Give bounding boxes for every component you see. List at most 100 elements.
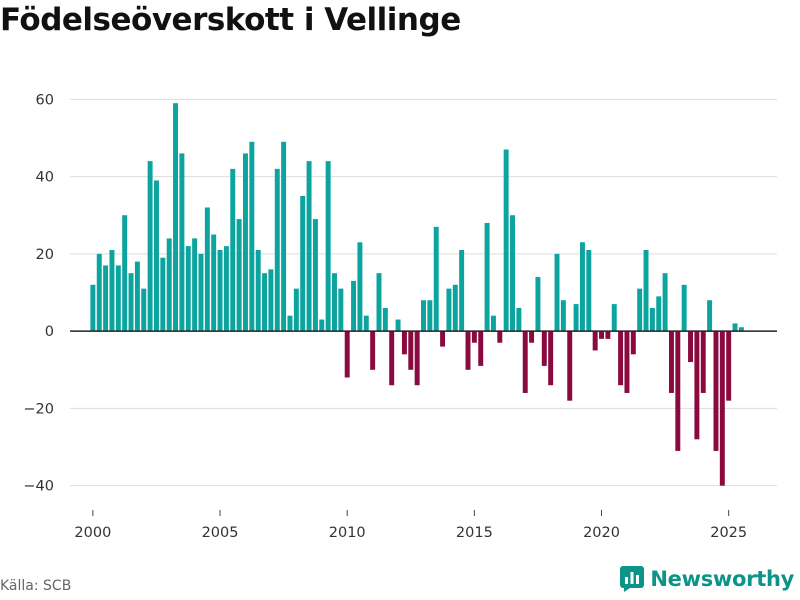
bar: [599, 331, 605, 339]
bar: [503, 149, 509, 332]
bar: [452, 284, 458, 332]
bar: [681, 284, 687, 332]
bar: [611, 304, 617, 332]
bar: [408, 331, 414, 370]
bar: [230, 168, 236, 332]
bar: [122, 215, 128, 332]
bar: [675, 331, 681, 451]
bar: [370, 331, 376, 370]
x-axis-ticks: 2000 2005 2010 2015 2020 2025: [74, 510, 747, 541]
bar: [548, 331, 554, 386]
x-tick-label: 2020: [583, 525, 620, 541]
bar: [694, 331, 700, 440]
bar: [395, 319, 401, 332]
bar: [90, 284, 96, 332]
bar: [535, 277, 541, 332]
bar: [281, 141, 287, 332]
bar: [630, 331, 636, 355]
bar: [440, 331, 446, 347]
bar: [401, 331, 407, 355]
bar: [242, 153, 248, 332]
bar: [141, 288, 147, 332]
bar: [217, 250, 223, 332]
bar: [332, 273, 337, 332]
bar: [166, 238, 172, 332]
bar: [223, 246, 229, 332]
bar: [649, 307, 655, 332]
bar: [147, 161, 153, 332]
bar: [567, 331, 573, 401]
bar: [173, 103, 179, 332]
bar: [179, 153, 185, 332]
bar: [560, 300, 566, 332]
bar: [497, 331, 503, 343]
bar: [624, 331, 630, 393]
bar: [427, 300, 433, 332]
bar: [274, 168, 280, 332]
x-tick-label: 2005: [202, 525, 239, 541]
brand-logo[interactable]: Newsworthy: [620, 566, 794, 592]
bar: [103, 265, 109, 332]
bar: [325, 161, 331, 332]
bar: [376, 273, 382, 332]
bar: [382, 307, 388, 332]
bar: [96, 253, 102, 332]
bar: [357, 242, 363, 332]
bar: [319, 319, 325, 332]
bar: [300, 195, 306, 332]
y-axis-ticks: −40 −20 0 20 40 60: [23, 92, 54, 494]
y-tick-label: 20: [36, 247, 54, 263]
bar: [236, 219, 242, 332]
bar: [268, 269, 274, 332]
bar: [516, 307, 522, 332]
bar: [662, 273, 668, 332]
bar: [128, 273, 134, 332]
bar: [586, 250, 592, 332]
y-tick-label: 40: [36, 170, 54, 186]
bar: [656, 296, 662, 332]
bar: [719, 331, 725, 486]
chart-title: Födelseöverskott i Vellinge: [0, 2, 461, 38]
bar: [446, 288, 452, 332]
bar: [573, 304, 579, 332]
bar: [363, 315, 369, 332]
bar: [389, 331, 395, 386]
bar: [713, 331, 719, 451]
bar: [579, 242, 585, 332]
bar: [211, 234, 217, 332]
y-tick-label: −40: [23, 479, 54, 495]
bar: [732, 323, 738, 332]
bar: [618, 331, 624, 386]
bar: [198, 253, 204, 332]
bar: [414, 331, 420, 386]
bar: [465, 331, 471, 370]
bar: [478, 331, 484, 366]
bar: [192, 238, 198, 332]
bar: [421, 300, 426, 332]
x-tick-label: 2010: [329, 525, 366, 541]
bar: [134, 261, 140, 332]
bar: [287, 315, 293, 332]
bar: [541, 331, 547, 366]
bar: [668, 331, 674, 393]
bar: [592, 331, 598, 351]
bar: [293, 288, 299, 332]
x-tick-label: 2015: [456, 525, 493, 541]
bar: [160, 257, 166, 332]
source-note: Källa: SCB: [0, 578, 72, 594]
bar: [204, 207, 210, 332]
bar: [312, 219, 318, 332]
bar: [344, 331, 350, 378]
bar: [554, 253, 560, 332]
bar: [688, 331, 694, 363]
bar: [707, 300, 713, 332]
bar: [700, 331, 706, 393]
bar: [255, 250, 261, 332]
bar: [262, 273, 268, 332]
bar: [338, 288, 344, 332]
bar: [109, 250, 115, 332]
bar: [153, 180, 159, 332]
y-tick-label: −20: [23, 401, 54, 417]
bar: [433, 226, 439, 332]
